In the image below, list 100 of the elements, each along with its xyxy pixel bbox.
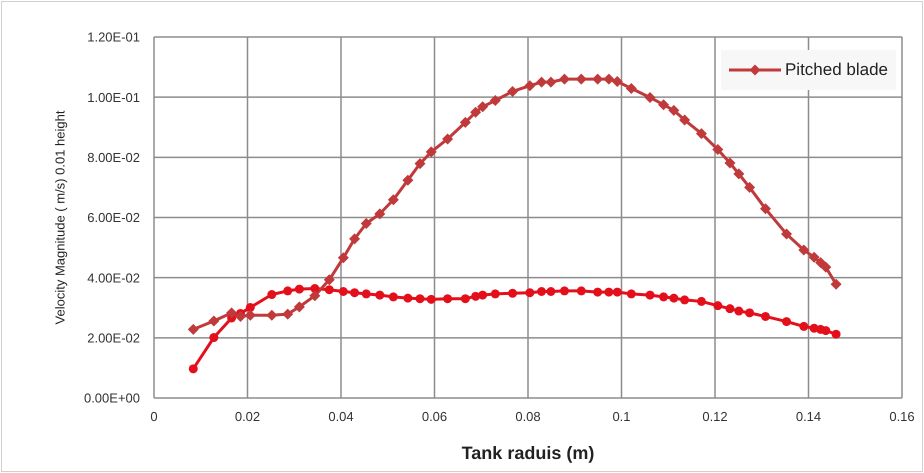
- y-tick-label: 2.00E-02: [87, 330, 140, 346]
- point: [713, 301, 722, 310]
- legend-label: Pitched blade: [784, 60, 888, 80]
- x-tick-label: 0.14: [796, 409, 822, 424]
- point: [294, 301, 305, 312]
- point: [558, 74, 570, 85]
- point: [338, 287, 348, 296]
- point: [733, 168, 744, 180]
- y-tick-label: 0.00E+00: [84, 390, 140, 406]
- x-tick-label: 0.16: [889, 409, 915, 424]
- point: [782, 317, 792, 326]
- point: [536, 76, 548, 88]
- point: [244, 310, 256, 321]
- point: [414, 158, 426, 170]
- point: [820, 262, 832, 273]
- point: [507, 86, 518, 97]
- point: [294, 284, 304, 294]
- point: [626, 82, 637, 94]
- point: [267, 290, 276, 300]
- point: [576, 286, 586, 296]
- point: [426, 294, 436, 304]
- point: [781, 228, 792, 240]
- point: [208, 315, 220, 326]
- point: [546, 287, 556, 296]
- point: [603, 74, 614, 85]
- point: [470, 106, 482, 118]
- point: [362, 289, 371, 298]
- point: [426, 146, 437, 158]
- point: [576, 74, 587, 85]
- point: [478, 290, 488, 300]
- point: [349, 233, 360, 244]
- point: [234, 310, 246, 322]
- point: [388, 194, 399, 206]
- point: [508, 288, 518, 298]
- point: [734, 306, 744, 316]
- point: [668, 104, 680, 116]
- point: [324, 274, 335, 286]
- point: [360, 218, 372, 230]
- point: [696, 128, 707, 140]
- point: [350, 288, 360, 298]
- point: [188, 364, 198, 374]
- point: [612, 288, 622, 297]
- point: [724, 158, 736, 169]
- x-tick-label: 0: [150, 409, 158, 424]
- point: [442, 133, 454, 144]
- point: [443, 294, 452, 304]
- point: [830, 278, 842, 290]
- point: [646, 290, 655, 300]
- point: [460, 116, 471, 128]
- x-tick-label: 0.08: [515, 409, 541, 424]
- point: [560, 286, 569, 296]
- point: [537, 287, 546, 296]
- y-tick-label: 6.00E-02: [87, 210, 140, 226]
- point: [226, 307, 238, 318]
- point: [246, 302, 255, 312]
- point: [545, 76, 556, 88]
- point: [593, 288, 602, 297]
- point: [338, 252, 349, 264]
- point: [669, 294, 678, 303]
- point: [460, 294, 470, 304]
- y-tick-label: 1.20E-01: [87, 30, 140, 45]
- x-tick-label: 0.04: [328, 409, 354, 424]
- point: [374, 208, 386, 220]
- point: [416, 294, 425, 304]
- point: [209, 333, 218, 342]
- point: [283, 286, 292, 296]
- point: [282, 308, 294, 320]
- point: [375, 290, 384, 300]
- point: [604, 288, 614, 297]
- point: [388, 292, 398, 302]
- point: [490, 94, 501, 106]
- x-tick-label: 0.02: [234, 409, 260, 424]
- x-tick-label: 0.1: [612, 409, 631, 424]
- x-tick-label: 0.12: [702, 409, 728, 424]
- point: [725, 304, 734, 314]
- point: [712, 144, 724, 156]
- y-axis-title: Velocity Magnitude ( m/s) 0.01 height: [52, 110, 68, 324]
- point: [402, 174, 414, 186]
- x-tick-label: 0.06: [422, 409, 448, 424]
- y-tick-label: 8.00E-02: [87, 150, 140, 165]
- point: [626, 289, 636, 298]
- x-axis-title: Tank raduis (m): [462, 443, 594, 463]
- point: [760, 312, 770, 321]
- point: [658, 99, 670, 110]
- point: [832, 330, 841, 339]
- point: [659, 292, 668, 302]
- point: [324, 285, 334, 294]
- point: [266, 310, 278, 321]
- point: [680, 295, 690, 304]
- point: [798, 244, 810, 256]
- point: [525, 288, 534, 298]
- point: [188, 324, 199, 335]
- y-tick-label: 4.00E-02: [87, 270, 140, 286]
- point: [679, 114, 690, 126]
- point: [745, 308, 754, 318]
- point: [309, 290, 320, 302]
- point: [612, 76, 623, 88]
- point: [744, 182, 756, 193]
- point: [696, 296, 706, 306]
- point: [524, 80, 536, 92]
